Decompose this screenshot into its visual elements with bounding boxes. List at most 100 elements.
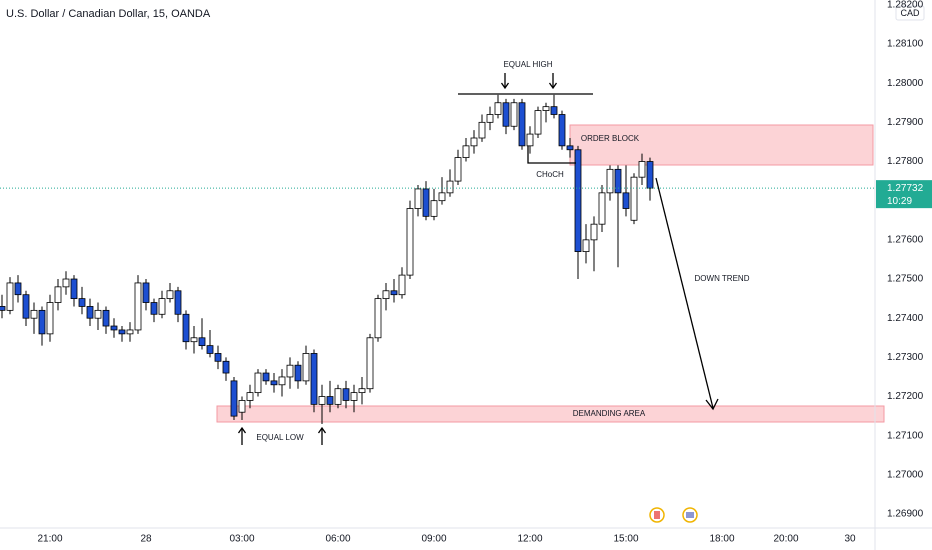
candle-body [398, 274, 406, 296]
candle-body [270, 380, 278, 386]
annotation: EQUAL HIGH [503, 60, 552, 69]
candle-body [646, 161, 654, 189]
y-tick-label: 1.27100 [887, 430, 924, 441]
annotation: DOWN TREND [695, 274, 750, 283]
candle-body [430, 200, 438, 217]
candle-body [534, 110, 542, 135]
arrow-head [237, 426, 247, 434]
candle-body [318, 396, 326, 405]
candle-body [518, 102, 526, 147]
countdown: 10:29 [887, 196, 912, 207]
candle-body [294, 364, 302, 382]
arrow-head [317, 426, 327, 434]
demand-zone [216, 405, 885, 423]
candle-body [38, 309, 46, 335]
candle-body [110, 325, 118, 331]
y-tick-label: 1.26900 [887, 509, 924, 520]
currency: CAD [900, 8, 920, 18]
candle-body [230, 380, 238, 417]
candle-body [574, 149, 582, 253]
candle-body [366, 337, 374, 390]
x-tick-label: 12:00 [517, 534, 542, 545]
arrow-head [548, 82, 558, 90]
y-tick-label: 1.27200 [887, 391, 924, 402]
candle-body [454, 157, 462, 182]
arrow-head [705, 398, 719, 411]
candle-body [326, 396, 334, 405]
candle-body [30, 309, 38, 319]
annotation: ORDER BLOCK [581, 134, 640, 143]
candle-body [486, 114, 494, 123]
candle-body [6, 282, 14, 311]
annotation: DEMANDING AREA [573, 409, 646, 418]
candle-body [174, 290, 182, 315]
y-tick-label: 1.28100 [887, 39, 924, 50]
candle-body [198, 337, 206, 347]
candle-body [350, 392, 358, 401]
candle-body [238, 400, 246, 413]
candle-body [86, 306, 94, 319]
candle-body [630, 176, 638, 221]
candle-body [126, 329, 134, 335]
candle-body [134, 282, 142, 331]
candle-body [166, 290, 174, 300]
candles [0, 94, 654, 424]
candle-body [494, 102, 502, 115]
y-tick-label: 1.27400 [887, 313, 924, 324]
x-tick-label: 03:00 [229, 534, 254, 545]
y-tick-label: 1.27800 [887, 156, 924, 167]
candle-body [246, 392, 254, 401]
down-trend-line [655, 177, 714, 409]
choch-line [527, 146, 576, 164]
candle-body [142, 282, 150, 303]
last-price-label: 1.27732 [887, 183, 924, 194]
candle-body [278, 376, 286, 386]
candle-body [558, 114, 566, 147]
candle-body [414, 188, 422, 209]
annotation: EQUAL LOW [256, 433, 304, 442]
x-tick-label: 28 [140, 534, 152, 545]
chart-title: U.S. Dollar / Canadian Dollar, 15, OANDA [6, 8, 211, 20]
candle-body [614, 168, 622, 194]
candle-body [78, 298, 86, 307]
candle-body [606, 168, 614, 194]
x-tick-label: 18:00 [709, 534, 734, 545]
candle-body [390, 290, 398, 296]
candle-body [446, 180, 454, 194]
candle-body [462, 145, 470, 158]
candle-body [510, 102, 518, 127]
arrow-head [500, 82, 510, 90]
candle-body [374, 298, 382, 339]
candle-body [70, 278, 78, 300]
y-tick-label: 1.28000 [887, 78, 924, 89]
candle-body [214, 353, 222, 362]
candle-body [566, 145, 574, 151]
candle-body [406, 208, 414, 276]
candle-body [342, 388, 350, 401]
candle-body [262, 372, 270, 382]
order-block-zone [569, 124, 874, 166]
candle-body [206, 345, 214, 354]
x-tick-label: 21:00 [37, 534, 62, 545]
candle-body [158, 298, 166, 315]
candle-body [182, 313, 190, 343]
y-tick-label: 1.27000 [887, 470, 924, 481]
drawings [237, 73, 719, 445]
x-tick-label: 09:00 [421, 534, 446, 545]
annotation: CHoCH [536, 170, 564, 179]
y-tick-label: 1.28200 [887, 0, 924, 10]
y-tick-label: 1.27300 [887, 352, 924, 363]
y-tick-label: 1.27500 [887, 274, 924, 285]
candle-body [46, 302, 54, 335]
candle-body [222, 360, 230, 374]
candle-body [470, 137, 478, 147]
flag [686, 512, 694, 518]
candle-body [14, 282, 22, 296]
last-price-box [876, 180, 932, 209]
candle-body [62, 278, 70, 288]
y-tick-label: 1.27900 [887, 117, 924, 128]
candle-body [334, 388, 342, 405]
candle-body [622, 192, 630, 209]
